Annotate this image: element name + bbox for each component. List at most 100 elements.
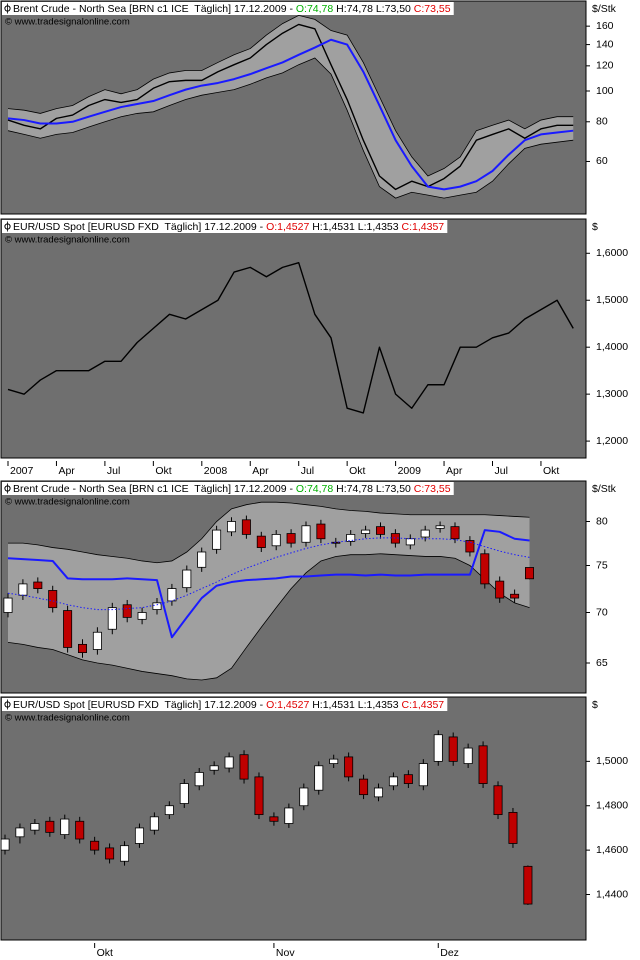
candle-body — [209, 765, 219, 771]
chart-panel: 80 75 70 65 $/Stk Brent Crude - North Sea [BR… — [0, 480, 617, 694]
candle-body — [510, 593, 520, 599]
y-axis-unit: $/Stk — [592, 3, 617, 15]
x-tick-label: Apr — [252, 465, 269, 477]
candle-body — [33, 581, 43, 589]
y-tick-label: 100 — [596, 85, 614, 97]
y-tick-label: 140 — [596, 38, 614, 50]
series-line — [7, 23, 574, 191]
candle-body — [78, 643, 87, 653]
series-line — [7, 529, 530, 639]
candle-body — [284, 807, 294, 824]
header-title: EUR/USD Spot [EURUSD FXD Täglich] 17.12.… — [13, 699, 266, 711]
chart-panel: 1,5000 1,4800 1,4600 1,4400 $ EUR/USD Spot [E… — [0, 696, 628, 959]
candle-body — [418, 763, 428, 787]
candle-body — [271, 534, 281, 547]
candle-body — [105, 847, 115, 860]
x-tick-label: Apr — [58, 465, 75, 477]
plot-area — [7, 261, 574, 414]
candle-body — [373, 787, 384, 798]
candle-body — [299, 787, 309, 807]
source-text: © www.tradesignalonline.com — [5, 713, 130, 724]
plot-area — [7, 14, 574, 199]
chart-panel: 160 140 120 100 80 60 $/Stk Brent Crude - North… — [0, 0, 617, 215]
candle-body — [346, 534, 356, 542]
plot-background — [1, 219, 586, 458]
header-box — [2, 482, 454, 495]
candle-body — [493, 785, 503, 816]
y-tick-label: 75 — [596, 559, 608, 571]
candle-body — [405, 538, 415, 546]
x-tick-label: Apr — [446, 465, 463, 477]
header-high-low_label: H:74,78 L:73,50 — [333, 483, 414, 495]
header-high-low_label: H:1,4531 L:1,4353 — [309, 221, 401, 233]
candle-body — [48, 590, 58, 609]
header-box — [2, 2, 454, 15]
candle-body — [15, 827, 25, 838]
candle-body — [286, 533, 296, 544]
candle-body — [433, 734, 443, 762]
candle-body — [75, 820, 85, 840]
y-tick-label: 1,4600 — [596, 844, 628, 856]
header-close-label: C:73,55 — [414, 483, 451, 495]
candle-body — [120, 845, 130, 862]
series-line — [7, 38, 574, 191]
candle-body — [316, 523, 326, 540]
plot-frame — [0, 696, 587, 941]
x-tick-label: Jul — [301, 465, 314, 477]
y-tick-label: 1,4400 — [596, 888, 628, 900]
y-tick-label: 1,5000 — [596, 755, 628, 767]
y-tick-label: 1,2000 — [596, 435, 628, 447]
x-tick-label: 2009 — [398, 465, 422, 477]
candle-body — [194, 772, 204, 787]
candle-body — [435, 525, 445, 529]
candle-body — [152, 602, 162, 610]
y-tick-label: 1,4000 — [596, 341, 628, 353]
candle-body — [179, 783, 189, 804]
candle-body — [122, 604, 132, 618]
x-tick-label: 2008 — [204, 465, 228, 477]
plot-frame — [0, 0, 587, 215]
y-tick-label: 60 — [596, 155, 608, 167]
y-axis-unit: $ — [592, 221, 598, 233]
header-box — [2, 698, 448, 711]
header-high-low_label: H:74,78 L:73,50 — [333, 3, 414, 15]
header-text: EUR/USD Spot [EURUSD FXD Täglich] 17.12.… — [13, 699, 444, 711]
candle-body — [227, 521, 236, 533]
band-lower — [7, 553, 530, 681]
y-tick-label: 70 — [596, 606, 608, 618]
candle-body — [523, 865, 533, 905]
y-tick-label: 1,4800 — [596, 800, 628, 812]
x-tick-label: Jul — [495, 465, 508, 477]
header-open-label: O:74,78 — [296, 483, 334, 495]
header-high-low_label: H:1,4531 L:1,4353 — [309, 699, 401, 711]
candle-body — [241, 519, 251, 535]
x-tick-label: Okt — [349, 465, 365, 477]
candle-body — [256, 535, 266, 548]
header-open-label: O:1,4527 — [266, 221, 309, 233]
candle-body — [137, 612, 147, 620]
band-area — [8, 502, 530, 680]
x-tick-label: Dez — [440, 947, 459, 959]
source-text: © www.tradesignalonline.com — [5, 235, 130, 246]
plot-area — [1, 730, 533, 905]
candle-body — [403, 774, 413, 784]
y-tick-label: 1,5000 — [596, 294, 628, 306]
candle-body — [182, 569, 192, 589]
chart-panel: 1,6000 1,5000 1,4000 1,3000 1,2000 $ EUR/USD S… — [0, 218, 628, 477]
y-axis-unit: $/Stk — [592, 483, 617, 495]
candle-body — [134, 827, 144, 844]
source-text: © www.tradesignalonline.com — [5, 497, 130, 508]
y-tick-label: 65 — [596, 657, 608, 669]
candle-body — [376, 526, 385, 535]
candle-body — [525, 567, 534, 580]
candle-body — [361, 529, 371, 534]
header-text: Brent Crude - North Sea [BRN c1 ICE Tägl… — [13, 483, 451, 495]
candle-body — [465, 540, 475, 553]
source-text: © www.tradesignalonline.com — [5, 17, 130, 28]
candle-body — [463, 747, 473, 764]
candle-body — [448, 736, 458, 762]
series-line — [7, 537, 530, 611]
candle-body — [495, 580, 505, 599]
y-tick-label: 80 — [596, 515, 608, 527]
